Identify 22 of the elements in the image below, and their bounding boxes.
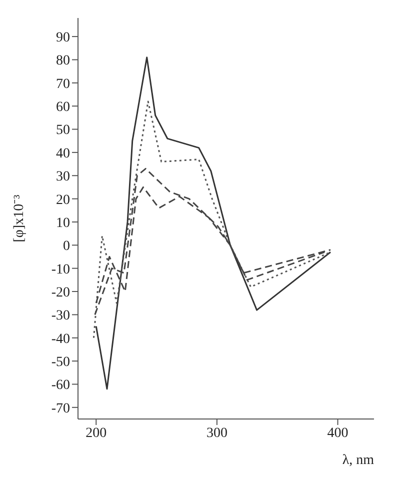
x-tick-label: 300 — [206, 426, 228, 441]
y-tick-label: -10 — [51, 262, 70, 278]
y-tick-label: 90 — [56, 30, 70, 46]
y-tick-label: -70 — [51, 401, 70, 416]
y-tick-label: 10 — [56, 216, 70, 231]
y-tick-label: 30 — [56, 170, 70, 185]
y-tick-label: 60 — [56, 100, 70, 116]
y-tick-label: -50 — [51, 355, 70, 370]
x-tick-label: 400 — [327, 426, 348, 441]
y-tick-label: -60 — [51, 378, 70, 394]
y-axis-title: [φ]x10⁻³ — [12, 194, 27, 242]
x-tick-label: 200 — [86, 426, 107, 441]
y-tick-label: -30 — [51, 308, 70, 324]
x-axis-title: λ, nm — [342, 453, 374, 468]
y-tick-label: 40 — [56, 146, 70, 162]
y-tick-label: 0 — [63, 239, 70, 254]
y-tick-label: 80 — [56, 54, 70, 69]
y-tick-label: -40 — [51, 332, 70, 347]
y-tick-label: -20 — [51, 285, 70, 300]
y-tick-label: 20 — [56, 192, 70, 208]
y-tick-label: 50 — [56, 123, 70, 138]
y-tick-label: 70 — [56, 76, 70, 92]
